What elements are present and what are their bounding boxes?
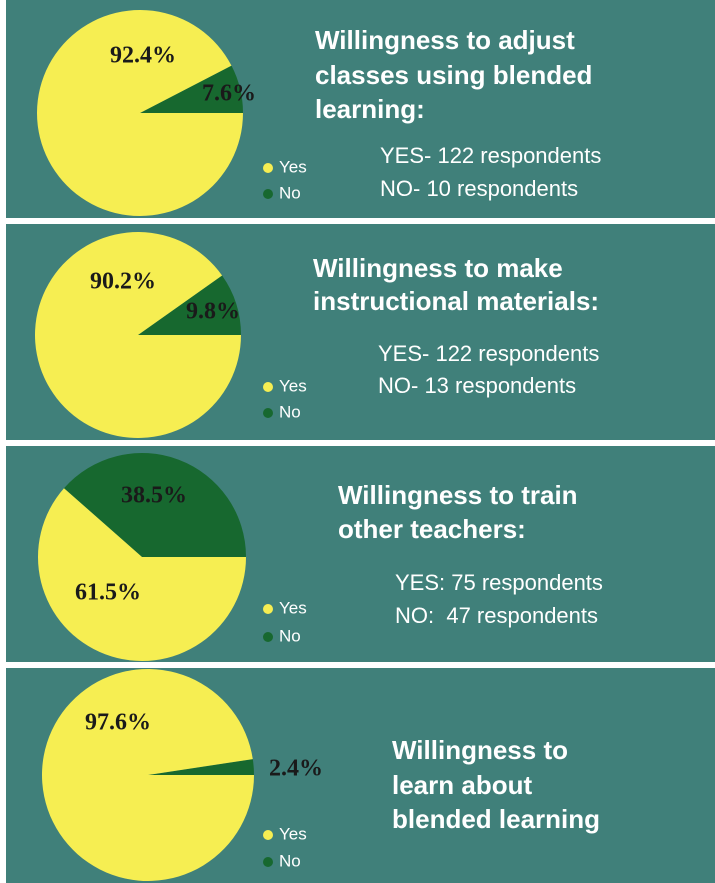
chart-title: learning:	[315, 94, 425, 124]
chart-title: blended learning	[392, 804, 600, 834]
pie-slice	[38, 488, 246, 661]
legend-label: No	[279, 402, 301, 421]
legend-label: Yes	[279, 157, 307, 176]
annotation: NO: 47 respondents	[395, 603, 598, 628]
pie-slice	[37, 10, 243, 217]
legend-swatch	[263, 857, 273, 867]
legend-swatch	[263, 163, 273, 173]
slice-label: 9.8%	[186, 299, 240, 325]
legend-swatch	[263, 830, 273, 840]
chart-title: classes using blended	[315, 60, 592, 90]
annotation: YES- 122 respondents	[380, 143, 601, 168]
legend-swatch	[263, 382, 273, 392]
pie-slice	[140, 65, 243, 113]
slice-label: 7.6%	[202, 81, 256, 107]
chart-title: Willingness to	[392, 735, 568, 765]
legend-label: Yes	[279, 376, 307, 395]
legend-swatch	[263, 408, 273, 418]
slice-label: 38.5%	[121, 483, 187, 509]
slice-label: 90.2%	[90, 269, 156, 295]
legend-swatch	[263, 189, 273, 199]
legend-label: No	[279, 626, 301, 645]
pie-slice	[34, 232, 241, 438]
pie-slice	[138, 275, 241, 335]
chart-title: Willingness to adjust	[315, 25, 575, 55]
legend-swatch	[263, 604, 273, 614]
legend-label: Yes	[279, 598, 307, 617]
chart-title: instructional materials:	[313, 286, 599, 316]
chart-title: Willingness to train	[338, 480, 578, 510]
chart-title: learn about	[392, 770, 532, 800]
annotation: YES: 75 respondents	[395, 570, 603, 595]
pie-slice	[63, 453, 247, 557]
annotation: YES- 122 respondents	[378, 341, 599, 366]
annotation: NO- 10 respondents	[380, 176, 578, 201]
slice-label: 97.6%	[85, 710, 151, 736]
pie-slice	[41, 669, 254, 881]
slice-label: 61.5%	[75, 580, 141, 606]
legend-label: No	[279, 183, 301, 202]
legend-label: Yes	[279, 824, 307, 843]
chart-title: other teachers:	[338, 514, 526, 544]
annotation: NO- 13 respondents	[378, 373, 576, 398]
legend-swatch	[263, 632, 273, 642]
legend-label: No	[279, 851, 301, 870]
slice-label: 2.4%	[269, 756, 323, 782]
pie-slice	[148, 759, 254, 775]
chart-title: Willingness to make	[313, 253, 563, 283]
slice-label: 92.4%	[110, 43, 176, 69]
